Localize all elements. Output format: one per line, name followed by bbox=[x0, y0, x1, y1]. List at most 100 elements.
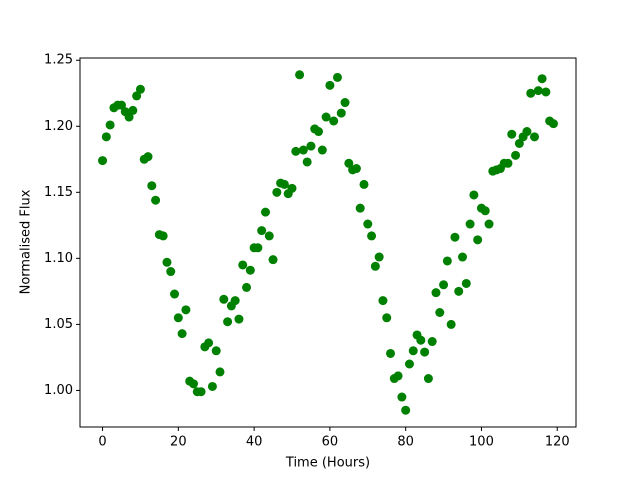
data-point bbox=[332, 72, 342, 82]
data-point bbox=[344, 158, 354, 168]
data-point bbox=[306, 141, 316, 151]
data-point bbox=[170, 289, 180, 299]
data-point bbox=[393, 371, 403, 381]
data-point bbox=[548, 119, 558, 129]
data-point bbox=[272, 187, 282, 197]
data-point bbox=[404, 359, 414, 369]
data-point bbox=[533, 86, 543, 96]
data-point bbox=[541, 87, 551, 97]
data-point bbox=[507, 129, 517, 139]
x-tick-label: 100 bbox=[469, 435, 494, 450]
data-point bbox=[287, 183, 297, 193]
data-point bbox=[101, 132, 111, 142]
data-point bbox=[188, 379, 198, 389]
data-point bbox=[359, 179, 369, 189]
data-point bbox=[219, 294, 229, 304]
plot-frame bbox=[79, 57, 577, 428]
data-point bbox=[378, 296, 388, 306]
data-point bbox=[473, 235, 483, 245]
data-point bbox=[382, 313, 392, 323]
data-point bbox=[329, 116, 339, 126]
data-point bbox=[204, 338, 214, 348]
data-point bbox=[480, 206, 490, 216]
data-point bbox=[302, 157, 312, 167]
data-point bbox=[124, 112, 134, 122]
data-point bbox=[355, 203, 365, 213]
data-point bbox=[147, 181, 157, 191]
data-point bbox=[177, 329, 187, 339]
y-tick-label: 1.10 bbox=[44, 251, 73, 266]
x-tick-label: 0 bbox=[98, 435, 106, 450]
data-point bbox=[367, 231, 377, 241]
y-tick-label: 1.20 bbox=[44, 119, 73, 134]
data-point bbox=[416, 335, 426, 345]
data-point bbox=[116, 100, 126, 110]
data-point bbox=[439, 280, 449, 290]
data-point bbox=[423, 374, 433, 384]
data-point bbox=[207, 381, 217, 391]
data-point bbox=[260, 207, 270, 217]
data-point bbox=[128, 105, 138, 115]
data-point bbox=[245, 265, 255, 275]
data-point bbox=[291, 146, 301, 156]
data-point bbox=[503, 158, 513, 168]
data-point bbox=[522, 127, 532, 137]
data-point bbox=[211, 346, 221, 356]
data-point bbox=[351, 164, 361, 174]
data-point bbox=[215, 367, 225, 377]
data-point bbox=[238, 260, 248, 270]
data-point bbox=[230, 296, 240, 306]
data-point bbox=[484, 219, 494, 229]
data-point bbox=[314, 127, 324, 137]
data-point bbox=[325, 80, 335, 90]
data-point bbox=[370, 261, 380, 271]
data-point bbox=[469, 190, 479, 200]
data-point bbox=[442, 256, 452, 266]
data-point bbox=[340, 98, 350, 108]
data-point bbox=[151, 195, 161, 205]
data-point bbox=[298, 145, 308, 155]
data-point bbox=[526, 88, 536, 98]
data-point bbox=[408, 346, 418, 356]
x-tick-label: 60 bbox=[322, 435, 339, 450]
data-point bbox=[461, 278, 471, 288]
data-point bbox=[458, 252, 468, 262]
data-point bbox=[537, 74, 547, 84]
data-point bbox=[435, 307, 445, 317]
data-point bbox=[363, 219, 373, 229]
data-point bbox=[143, 152, 153, 162]
data-point bbox=[431, 288, 441, 298]
data-point bbox=[317, 145, 327, 155]
x-tick-label: 20 bbox=[170, 435, 187, 450]
y-tick-label: 1.25 bbox=[44, 53, 73, 68]
data-point bbox=[374, 252, 384, 262]
data-point bbox=[514, 138, 524, 148]
data-point bbox=[158, 231, 168, 241]
data-point bbox=[336, 108, 346, 118]
data-point bbox=[242, 282, 252, 292]
data-point bbox=[446, 319, 456, 329]
data-point bbox=[181, 305, 191, 315]
data-point bbox=[196, 387, 206, 397]
data-point bbox=[465, 219, 475, 229]
data-point bbox=[321, 112, 331, 122]
x-tick-label: 120 bbox=[545, 435, 570, 450]
data-point bbox=[268, 255, 278, 265]
y-tick-label: 1.15 bbox=[44, 185, 73, 200]
data-point bbox=[279, 179, 289, 189]
data-point bbox=[173, 313, 183, 323]
x-axis-label: Time (Hours) bbox=[285, 456, 370, 471]
data-point bbox=[98, 156, 108, 166]
data-point bbox=[105, 120, 115, 130]
data-point bbox=[135, 84, 145, 94]
y-tick-label: 1.00 bbox=[44, 383, 73, 398]
data-point bbox=[132, 91, 142, 101]
data-point bbox=[420, 347, 430, 357]
data-point bbox=[166, 267, 176, 277]
data-point bbox=[401, 405, 411, 415]
x-tick-label: 80 bbox=[397, 435, 414, 450]
data-point bbox=[386, 348, 396, 358]
data-point bbox=[257, 226, 267, 236]
